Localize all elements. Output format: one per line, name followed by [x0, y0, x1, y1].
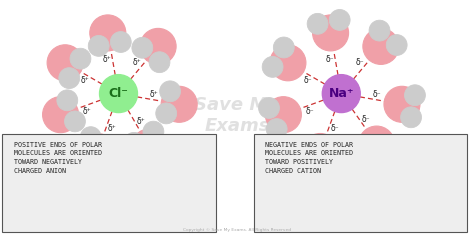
Text: POSITIVE ENDS OF POLAR
MOLECULES ARE ORIENTED
TOWARD NEGATIVELY
CHARGED ANION: POSITIVE ENDS OF POLAR MOLECULES ARE ORI… — [14, 142, 102, 174]
Circle shape — [265, 97, 301, 133]
Circle shape — [149, 52, 170, 73]
Circle shape — [59, 68, 80, 88]
Circle shape — [273, 37, 294, 58]
Text: δ⁺: δ⁺ — [83, 106, 91, 116]
Text: NEGATIVE ENDS OF POLAR
MOLECULES ARE ORIENTED
TOWARD POSITIVELY
CHARGED CATION: NEGATIVE ENDS OF POLAR MOLECULES ARE ORI… — [265, 142, 354, 174]
Circle shape — [364, 149, 384, 170]
Text: Cl⁻: Cl⁻ — [109, 87, 128, 100]
Circle shape — [161, 86, 197, 122]
Circle shape — [363, 28, 399, 64]
Text: δ⁺: δ⁺ — [81, 76, 89, 85]
Circle shape — [386, 35, 407, 55]
Text: δ⁺: δ⁺ — [133, 58, 141, 67]
Circle shape — [47, 45, 83, 81]
Text: δ⁻: δ⁻ — [373, 90, 382, 99]
Circle shape — [143, 121, 164, 142]
Circle shape — [266, 119, 287, 139]
Circle shape — [80, 133, 116, 169]
Text: δ⁻: δ⁻ — [356, 58, 364, 67]
Circle shape — [140, 28, 176, 64]
Circle shape — [80, 127, 101, 148]
Circle shape — [131, 129, 167, 165]
Circle shape — [88, 36, 109, 56]
Circle shape — [70, 48, 91, 69]
Circle shape — [156, 103, 177, 124]
FancyBboxPatch shape — [2, 135, 216, 232]
Text: δ⁺: δ⁺ — [150, 90, 159, 99]
Circle shape — [124, 132, 145, 153]
Circle shape — [110, 32, 131, 52]
Text: δ⁻: δ⁻ — [306, 106, 314, 116]
Circle shape — [401, 107, 421, 128]
Circle shape — [90, 15, 126, 51]
Text: Copyright © Save My Exams. All Rights Reserved: Copyright © Save My Exams. All Rights Re… — [183, 228, 291, 232]
Text: δ⁻: δ⁻ — [325, 55, 334, 64]
Text: Na⁺: Na⁺ — [328, 87, 354, 100]
Circle shape — [57, 90, 78, 111]
Circle shape — [404, 85, 425, 106]
Circle shape — [270, 45, 306, 81]
Circle shape — [317, 155, 337, 176]
Circle shape — [302, 133, 338, 169]
Circle shape — [43, 97, 79, 133]
Circle shape — [312, 15, 348, 51]
Text: δ⁻: δ⁻ — [362, 115, 371, 124]
Circle shape — [262, 56, 283, 77]
Text: δ⁺: δ⁺ — [102, 55, 111, 64]
Circle shape — [100, 75, 137, 113]
Text: δ⁻: δ⁻ — [303, 76, 312, 85]
Circle shape — [160, 81, 181, 102]
Text: δ⁺: δ⁺ — [137, 117, 146, 126]
Circle shape — [64, 111, 85, 132]
Circle shape — [101, 134, 122, 155]
Circle shape — [382, 136, 402, 157]
Text: δ⁺: δ⁺ — [107, 124, 116, 133]
Circle shape — [322, 75, 360, 113]
FancyBboxPatch shape — [254, 135, 467, 232]
Circle shape — [132, 37, 153, 58]
Circle shape — [259, 98, 280, 118]
Text: δ⁻: δ⁻ — [330, 124, 339, 133]
Circle shape — [307, 13, 328, 34]
Circle shape — [295, 148, 316, 169]
Circle shape — [359, 126, 395, 162]
Circle shape — [384, 86, 420, 122]
Circle shape — [329, 10, 350, 30]
Circle shape — [369, 20, 390, 41]
Text: Save My
Exams: Save My Exams — [194, 96, 280, 135]
